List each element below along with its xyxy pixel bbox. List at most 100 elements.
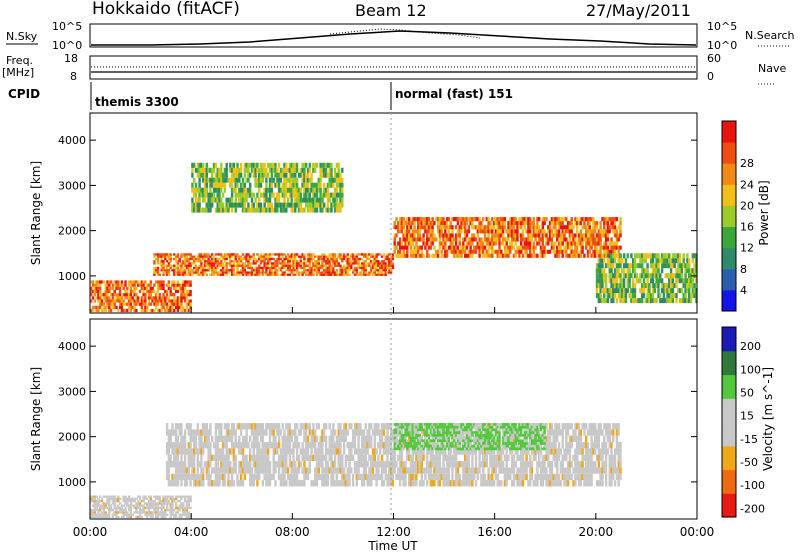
echo-cell [330, 273, 333, 276]
echo-cell [543, 473, 546, 481]
echo-cell [169, 293, 172, 297]
echo-cell [648, 288, 651, 294]
echo-cell [256, 269, 259, 272]
echo-cell [418, 448, 422, 455]
echo-cell [330, 177, 333, 183]
echo-cell [509, 435, 512, 442]
echo-cell [202, 442, 205, 449]
echo-cell [198, 167, 201, 173]
echo-cell [534, 245, 537, 250]
echo-cell [305, 473, 308, 481]
echo-cell [635, 273, 639, 279]
echo-cell [619, 221, 622, 226]
echo-cell [158, 253, 162, 256]
echo-cell [426, 217, 429, 222]
echo-cell [315, 467, 319, 474]
echo-cell [619, 288, 622, 294]
echo-cell [686, 288, 689, 294]
echo-cell [572, 241, 575, 246]
echo-cell [359, 253, 362, 256]
echo-cell [187, 289, 191, 294]
echo-cell [442, 233, 445, 238]
echo-cell [333, 429, 337, 436]
echo-cell [532, 245, 536, 250]
echo-cell [234, 255, 237, 258]
echo-cell [666, 293, 669, 299]
echo-cell [203, 442, 207, 449]
echo-cell [137, 296, 140, 300]
echo-cell [622, 288, 626, 294]
echo-cell [220, 273, 223, 276]
echo-cell [509, 249, 512, 254]
echo-cell [342, 480, 346, 487]
echo-cell [221, 271, 225, 274]
echo-cell [254, 262, 257, 265]
echo-cell [668, 258, 671, 264]
echo-cell [158, 283, 162, 287]
echo-cell [364, 423, 368, 430]
echo-cell [187, 273, 191, 276]
echo-cell [379, 435, 382, 442]
echo-cell [335, 192, 339, 198]
echo-cell [509, 229, 512, 234]
echo-cell [256, 266, 259, 270]
echo-cell [234, 454, 237, 461]
echo-cell [406, 454, 409, 461]
n-search-label: N.Search [745, 29, 795, 42]
echo-cell [129, 283, 133, 287]
echo-cell [675, 258, 678, 264]
echo-cell [323, 423, 326, 430]
echo-cell [388, 257, 391, 261]
echo-cell [306, 435, 310, 442]
echo-cell [203, 257, 207, 261]
echo-cell [180, 296, 183, 300]
echo-cell [198, 429, 201, 436]
echo-cell [151, 286, 154, 290]
echo-cell [350, 442, 353, 449]
echo-cell [583, 217, 586, 222]
echo-cell [391, 448, 395, 455]
echo-cell [500, 480, 503, 487]
echo-cell [530, 253, 534, 258]
echo-cell [315, 454, 319, 461]
echo-cell [295, 187, 299, 193]
echo-cell [426, 480, 429, 487]
echo-cell [303, 262, 306, 265]
echo-cell [565, 249, 568, 254]
echo-cell [445, 237, 449, 242]
echo-cell [576, 241, 579, 246]
echo-cell [214, 197, 218, 203]
echo-cell [451, 233, 454, 238]
echo-cell [335, 177, 339, 183]
echo-cell [189, 264, 192, 267]
echo-cell [586, 217, 590, 222]
echo-cell [406, 233, 409, 238]
echo-cell [93, 283, 97, 287]
echo-cell [216, 262, 219, 265]
echo-cell [122, 293, 125, 297]
echo-cell [319, 271, 322, 274]
echo-cell [456, 249, 460, 254]
echo-cell [364, 461, 368, 468]
echo-cell [373, 269, 377, 272]
echo-cell [465, 233, 469, 238]
echo-cell [295, 182, 299, 188]
echo-cell [209, 260, 212, 263]
echo-cell [120, 302, 124, 306]
echo-cell [310, 202, 313, 208]
echo-cell [660, 258, 664, 264]
echo-cell [225, 273, 228, 276]
echo-cell [514, 221, 517, 226]
echo-cell [476, 225, 480, 230]
echo-cell [230, 435, 234, 442]
echo-cell [693, 288, 696, 294]
echo-cell [193, 271, 196, 274]
n-sky-label: N.Sky [6, 30, 38, 43]
echo-cell [239, 172, 243, 178]
echo-cell [668, 283, 671, 289]
echo-cell [599, 298, 602, 304]
echo-cell [413, 467, 416, 474]
echo-cell [185, 264, 189, 267]
echo-cell [664, 263, 667, 269]
echo-cell [518, 454, 521, 461]
